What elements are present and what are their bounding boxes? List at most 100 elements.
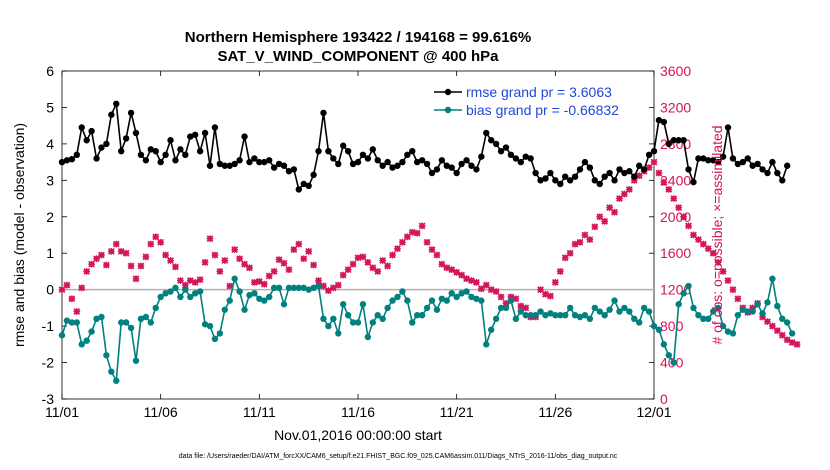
bias-point bbox=[344, 311, 352, 319]
legend-bias-marker bbox=[444, 106, 452, 114]
obs-possible-point bbox=[670, 195, 677, 202]
rmse-point bbox=[645, 151, 653, 159]
bias-point bbox=[680, 290, 687, 297]
obs-possible-point bbox=[493, 288, 499, 295]
bias-point bbox=[744, 308, 751, 315]
bias-point bbox=[438, 295, 446, 302]
obs-possible-point bbox=[241, 261, 248, 267]
rmse-point bbox=[774, 169, 781, 177]
rmse-point bbox=[236, 157, 243, 164]
rmse-point bbox=[433, 166, 441, 173]
rmse-point bbox=[497, 147, 505, 155]
rmse-point bbox=[690, 178, 697, 186]
plot-area bbox=[61, 70, 655, 400]
rmse-point bbox=[719, 153, 727, 160]
obs-possible-point bbox=[656, 170, 662, 176]
obs-possible-point bbox=[651, 159, 657, 165]
obs-possible-point bbox=[93, 255, 100, 262]
rmse-point bbox=[241, 133, 248, 140]
rmse-point bbox=[270, 164, 278, 171]
bias-point bbox=[295, 284, 302, 292]
rmse-point bbox=[73, 151, 81, 159]
rmse-point bbox=[344, 147, 352, 155]
obs-possible-point bbox=[335, 282, 342, 288]
rmse-point bbox=[685, 166, 692, 173]
bias-point bbox=[231, 275, 238, 282]
x-axis-ticks: 11/01 11/06 11/11 11/16 11/21 11/26 12/01 bbox=[45, 71, 672, 420]
obs-possible-point bbox=[69, 295, 75, 302]
bias-point bbox=[754, 301, 761, 308]
rmse-point bbox=[458, 160, 465, 168]
rmse-point bbox=[137, 151, 145, 159]
bias-point bbox=[122, 319, 130, 326]
legend-rmse-label: rmse grand pr = 3.6063 bbox=[466, 84, 612, 100]
bias-point bbox=[611, 297, 618, 304]
bias-point bbox=[246, 291, 253, 299]
right-tick-label: 1600 bbox=[660, 245, 691, 261]
bias-point bbox=[571, 311, 579, 319]
rmse-point bbox=[261, 158, 268, 166]
rmse-point bbox=[177, 146, 184, 153]
rmse-point bbox=[206, 162, 214, 169]
rmse-point bbox=[507, 151, 515, 159]
rmse-point bbox=[636, 162, 643, 169]
obs-possible-point bbox=[399, 239, 406, 246]
obs-possible-point bbox=[419, 223, 425, 229]
obs-possible-point bbox=[98, 252, 105, 258]
bias-point bbox=[68, 319, 76, 326]
right-tick-label: 800 bbox=[660, 318, 684, 334]
rmse-point bbox=[537, 177, 544, 184]
bias-point bbox=[537, 308, 544, 315]
bias-point bbox=[201, 321, 209, 328]
rmse-point bbox=[330, 155, 337, 162]
obs-possible-point bbox=[779, 332, 786, 339]
rmse-point bbox=[502, 144, 510, 151]
obs-possible-point bbox=[305, 248, 312, 255]
left-tick-label: -3 bbox=[42, 391, 55, 407]
bias-point bbox=[606, 306, 613, 313]
obs-possible-point bbox=[74, 308, 80, 315]
bias-point bbox=[586, 315, 594, 323]
bias-point bbox=[389, 297, 396, 304]
rmse-point bbox=[275, 160, 283, 168]
bias-point bbox=[626, 308, 633, 315]
rmse-point bbox=[779, 177, 786, 184]
bias-point bbox=[221, 306, 228, 313]
rmse-point bbox=[414, 158, 421, 166]
bias-point bbox=[379, 315, 386, 323]
rmse-series bbox=[58, 100, 791, 193]
obs-possible-point bbox=[774, 327, 781, 334]
obs-possible-point bbox=[478, 285, 485, 292]
rmse-point bbox=[226, 162, 233, 169]
rmse-point bbox=[714, 158, 722, 166]
rmse-point bbox=[571, 173, 579, 180]
bias-point bbox=[423, 304, 431, 312]
obs-possible-point bbox=[606, 204, 613, 211]
rmse-point bbox=[616, 166, 623, 173]
rmse-point bbox=[374, 157, 381, 164]
obs-possible-point bbox=[591, 224, 598, 230]
rmse-point bbox=[394, 162, 401, 169]
bias-point bbox=[468, 293, 475, 301]
rmse-point bbox=[650, 147, 658, 155]
obs-possible-point bbox=[266, 273, 273, 279]
obs-possible-point bbox=[207, 235, 213, 242]
obs-possible-point bbox=[542, 291, 549, 298]
bias-point bbox=[404, 297, 411, 304]
rmse-point bbox=[379, 162, 386, 169]
obs-possible-point bbox=[226, 283, 233, 289]
bias-point bbox=[488, 326, 495, 333]
obs-possible-point bbox=[685, 223, 692, 229]
bias-point bbox=[655, 326, 663, 333]
bias-point bbox=[216, 330, 224, 337]
obs-possible-point bbox=[108, 248, 115, 255]
chart-title-line2: SAT_V_WIND_COMPONENT @ 400 hPa bbox=[217, 48, 499, 65]
obs-possible-point bbox=[300, 255, 307, 262]
left-tick-label: 1 bbox=[46, 245, 54, 261]
bias-point bbox=[93, 315, 100, 323]
rmse-point bbox=[359, 151, 367, 159]
bias-point bbox=[660, 341, 668, 348]
bias-point bbox=[507, 297, 515, 304]
x-tick-label: 11/01 bbox=[45, 404, 79, 420]
obs-possible-point bbox=[680, 213, 687, 220]
